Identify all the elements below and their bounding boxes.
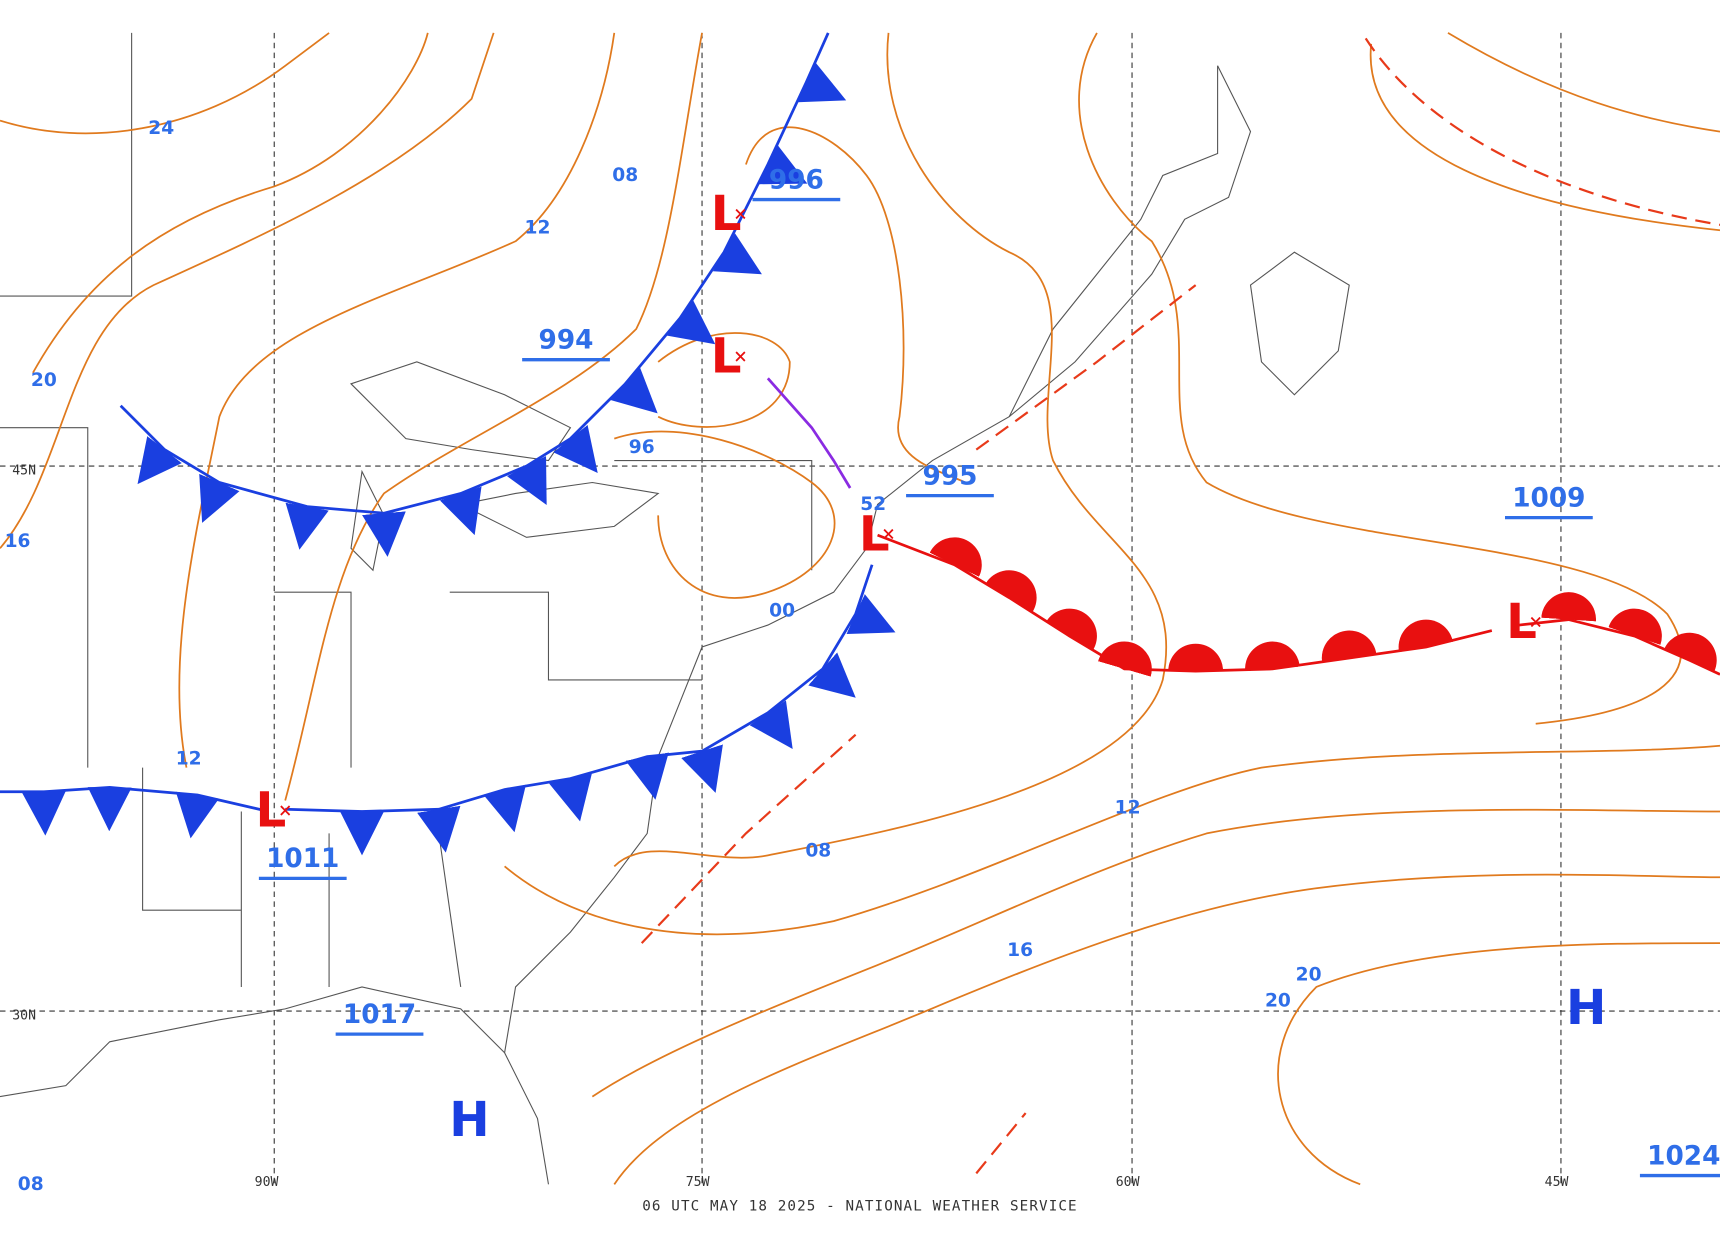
isobar-label: 24 (148, 118, 174, 139)
grid-label: 90W (255, 1175, 279, 1190)
isobar (1277, 942, 1720, 1186)
isobar-label: 08 (612, 165, 638, 186)
isobar-label: 08 (805, 840, 831, 861)
isobar-label: 12 (1115, 798, 1141, 819)
isobar-label: 12 (525, 218, 551, 239)
coastline (1249, 251, 1350, 396)
trough (1364, 37, 1720, 226)
low-center: L (1506, 594, 1537, 650)
central-pressure: 1009 (1512, 483, 1585, 513)
isobar (613, 873, 1720, 1185)
isobar-label: 52 (860, 494, 886, 515)
central-pressure: 1017 (343, 1000, 416, 1030)
isobar-label: 08 (18, 1174, 44, 1195)
central-pressure: 1024 (1647, 1141, 1720, 1171)
cold-front (285, 564, 896, 856)
central-pressure: 995 (922, 462, 977, 492)
central-pressure: 1011 (266, 844, 339, 874)
fronts (0, 32, 1720, 856)
low-center: L (711, 186, 742, 242)
isobar-label: 96 (629, 437, 655, 458)
low-x: × (882, 522, 895, 547)
low-x: × (279, 798, 292, 823)
low-center: L (256, 783, 287, 839)
high-center: H (1566, 980, 1606, 1036)
grid-label: 75W (686, 1175, 710, 1190)
isobar (591, 808, 1720, 1098)
isobar-label: 12 (176, 748, 202, 769)
low-x: × (734, 202, 747, 227)
cold-front (119, 32, 847, 557)
low-center: L (859, 506, 890, 562)
isobar (504, 744, 1720, 936)
grid-label: 60W (1116, 1175, 1140, 1190)
isobar-label: 20 (31, 370, 57, 391)
isobar (1369, 43, 1720, 232)
central-pressure: 996 (769, 165, 824, 195)
footer: 06 UTC MAY 18 2025 - NATIONAL WEATHER SE… (642, 1198, 1077, 1214)
grid-label: 30N (12, 1008, 36, 1023)
warm-front (1519, 592, 1720, 676)
isobar-label: 16 (1007, 940, 1033, 961)
grid-label: 45N (12, 463, 36, 478)
coastline (0, 986, 505, 1098)
high-center: H (449, 1092, 489, 1148)
low-x: × (734, 344, 747, 369)
trough (975, 284, 1197, 451)
isobar-label: 20 (1265, 991, 1291, 1012)
isobar-label: 20 (1296, 964, 1322, 985)
isobar (1447, 32, 1720, 133)
warm-front (877, 533, 1493, 677)
isobar-label: 16 (5, 531, 31, 552)
isobar-label: 00 (769, 600, 795, 621)
grid-label: 45W (1545, 1175, 1569, 1190)
low-center: L (711, 329, 742, 385)
central-pressure: 994 (539, 326, 594, 356)
stationary-front (0, 785, 270, 839)
low-x: × (1529, 610, 1542, 635)
trough (975, 1112, 1027, 1175)
occluded-front (766, 377, 852, 489)
coastline (1008, 65, 1219, 417)
